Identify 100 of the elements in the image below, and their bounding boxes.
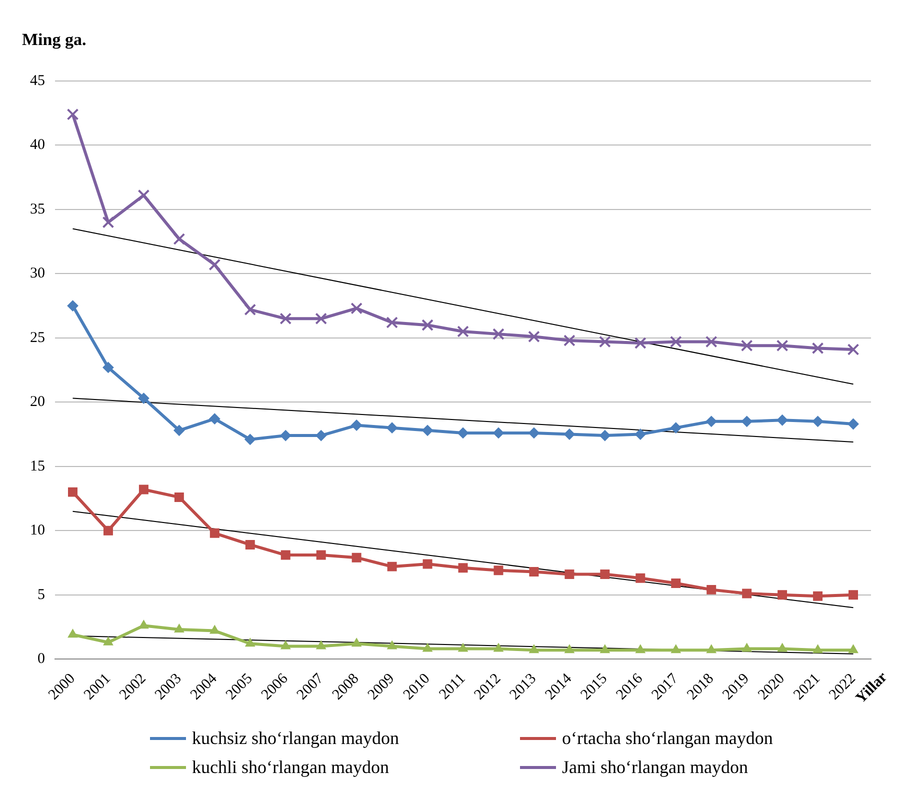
y-tick-label: 25	[30, 330, 45, 346]
point	[848, 644, 858, 654]
y-tick-label: 20	[30, 394, 45, 410]
point	[210, 528, 220, 538]
point	[563, 334, 576, 346]
point	[102, 362, 114, 373]
point	[245, 540, 255, 550]
point	[422, 319, 434, 332]
point	[280, 550, 290, 560]
point	[670, 422, 682, 434]
point	[210, 625, 220, 634]
point	[812, 644, 823, 654]
point	[564, 644, 574, 654]
point	[813, 591, 823, 601]
y-tick-label: 45	[30, 72, 45, 89]
point	[138, 392, 150, 404]
y-axis-title: Ming ga.	[22, 30, 86, 50]
point	[458, 427, 468, 438]
x-tick-label: 2011	[436, 670, 469, 703]
y-tick-label: 0	[38, 650, 45, 667]
point	[705, 336, 718, 348]
point	[103, 636, 114, 646]
point	[528, 330, 540, 343]
point	[174, 624, 184, 633]
point	[67, 300, 78, 312]
y-tick-label: 35	[30, 201, 45, 218]
point	[741, 416, 752, 427]
x-tick-label: 2021	[790, 670, 824, 704]
point	[138, 189, 150, 202]
point	[742, 643, 752, 652]
point	[671, 578, 681, 588]
point	[173, 233, 186, 245]
point	[280, 312, 292, 325]
point	[209, 413, 220, 424]
point	[458, 643, 468, 652]
point	[316, 550, 326, 560]
y-tick-label: 30	[30, 266, 45, 282]
legend-label: kuchli sho‘rlangan maydon	[192, 757, 389, 778]
point	[599, 430, 610, 442]
legend-label: o‘rtacha sho‘rlangan maydon	[562, 728, 773, 749]
y-tick-label: 40	[30, 137, 45, 154]
point	[706, 416, 717, 427]
point	[706, 644, 716, 654]
point	[598, 336, 611, 348]
point	[244, 304, 256, 316]
point	[742, 588, 752, 598]
legend-label: kuchsiz sho‘rlangan maydon	[192, 728, 399, 749]
point	[636, 644, 646, 654]
point	[812, 342, 824, 354]
point	[670, 336, 682, 348]
point	[422, 559, 432, 569]
point	[740, 340, 753, 352]
point	[492, 427, 504, 438]
y-tick-label: 5	[38, 586, 45, 603]
point	[102, 216, 114, 228]
legend-label: Jami sho‘rlangan maydon	[562, 757, 748, 778]
point	[848, 590, 858, 600]
point	[458, 563, 468, 573]
point	[68, 487, 78, 497]
y-tick-label: 15	[30, 458, 45, 474]
x-tick-label: 2001	[81, 670, 114, 704]
point	[174, 492, 184, 502]
point	[174, 424, 185, 436]
point	[600, 570, 610, 580]
point	[671, 644, 681, 654]
point	[138, 620, 149, 629]
point	[636, 573, 646, 583]
y-tick-label: 10	[30, 522, 45, 539]
point	[315, 312, 328, 325]
point	[847, 344, 860, 356]
point	[244, 434, 256, 445]
point	[66, 108, 79, 120]
point	[387, 640, 397, 650]
point	[564, 428, 575, 440]
point	[316, 640, 326, 650]
point	[634, 428, 646, 440]
point	[457, 326, 469, 338]
point	[316, 430, 327, 442]
point	[812, 416, 824, 427]
point	[492, 328, 504, 340]
point	[776, 340, 788, 352]
point	[422, 643, 432, 652]
point	[386, 422, 398, 434]
point	[280, 430, 292, 442]
point	[528, 427, 540, 438]
point	[494, 643, 504, 652]
point	[778, 590, 788, 600]
point	[529, 644, 539, 654]
point	[352, 552, 362, 562]
point	[386, 316, 398, 328]
point	[208, 258, 221, 271]
point	[245, 638, 255, 647]
point	[706, 584, 716, 594]
point	[600, 644, 610, 654]
point	[776, 414, 788, 426]
point	[351, 420, 362, 431]
point	[529, 566, 539, 576]
point	[777, 643, 788, 652]
point	[138, 484, 148, 494]
point	[387, 562, 397, 572]
